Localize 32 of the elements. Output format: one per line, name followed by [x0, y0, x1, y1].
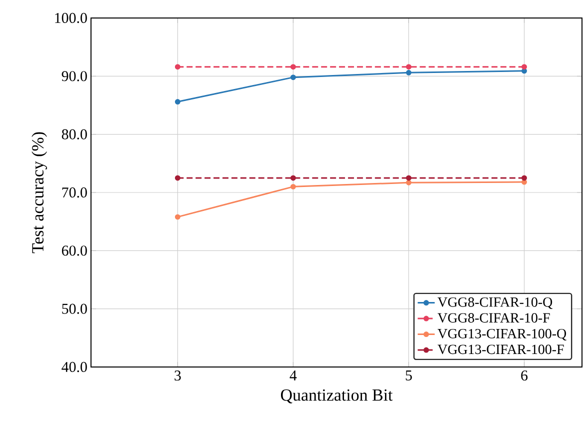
point	[290, 184, 296, 190]
point	[174, 64, 180, 70]
point	[290, 64, 296, 70]
legend-label: VGG13-CIFAR-100-F	[438, 344, 564, 354]
point	[521, 64, 527, 70]
x-tick-label: 3	[174, 370, 181, 381]
y-tick-label: 60.0	[62, 246, 87, 256]
y-tick-label: 100.0	[55, 12, 87, 24]
point	[174, 214, 180, 220]
x-tick-label: 4	[290, 370, 297, 380]
y-tick-label: 70.0	[62, 187, 87, 198]
point	[174, 175, 180, 181]
y-tick-label: 80.0	[62, 129, 87, 140]
point	[406, 64, 412, 70]
legend-label: VGG13-CIFAR-100-Q	[438, 328, 566, 340]
legend-label: VGG8-CIFAR-10-Q	[438, 297, 552, 309]
point	[174, 99, 180, 104]
point	[406, 175, 412, 181]
point	[290, 175, 296, 181]
point	[406, 70, 412, 76]
x-tick-label: 5	[406, 370, 412, 380]
x-axis-title: Quantization Bit	[280, 389, 393, 404]
point	[521, 68, 527, 74]
point	[521, 175, 527, 181]
y-tick-label: 90.0	[62, 71, 87, 82]
y-tick-label: 50.0	[62, 304, 87, 314]
legend-label: VGG8-CIFAR-10-F	[438, 313, 550, 323]
x-tick-label: 6	[521, 370, 528, 381]
y-tick-label: 40.0	[62, 362, 87, 372]
y-axis-title: Test accuracy (%)	[32, 132, 48, 254]
point	[290, 74, 296, 80]
point	[406, 180, 412, 186]
